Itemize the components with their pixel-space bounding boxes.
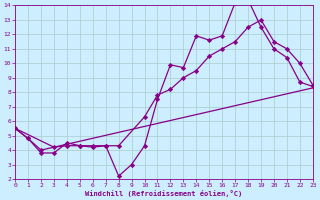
X-axis label: Windchill (Refroidissement éolien,°C): Windchill (Refroidissement éolien,°C)	[85, 190, 243, 197]
